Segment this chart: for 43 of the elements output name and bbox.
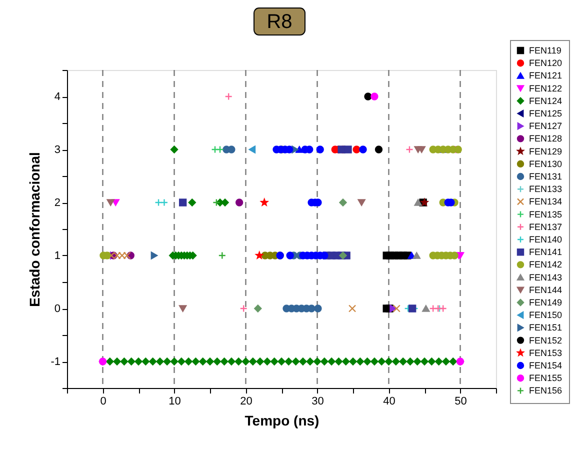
legend-label: FEN155 [529,373,562,384]
legend-label: FEN130 [529,158,562,169]
chart-title: R8 [266,11,292,33]
legend-label: FEN144 [529,284,562,295]
x-tick-label: 40 [383,396,396,408]
legend-label: FEN149 [529,298,562,308]
y-tick-label: 0 [54,303,60,315]
legend-label: FEN122 [529,83,562,94]
legend-label: FEN131 [529,172,562,182]
legend-label: FEN152 [529,335,562,346]
legend-label: FEN120 [529,58,562,68]
x-tick-label: 20 [240,396,252,408]
legend-label: FEN121 [529,70,562,81]
legend-label: FEN133 [529,184,562,194]
y-tick-label: 2 [54,197,60,209]
y-tick-label: 4 [54,91,60,103]
legend-label: FEN143 [529,272,562,282]
x-tick-label: 10 [168,396,181,408]
y-tick-label: -1 [50,356,60,368]
legend-label: FEN153 [529,348,562,358]
legend-label: FEN140 [529,234,562,244]
legend-label: FEN154 [529,360,562,370]
legend-label: FEN129 [529,146,562,156]
x-tick-label: 0 [100,396,106,408]
legend-label: FEN125 [529,108,562,118]
x-tick-label: 30 [312,396,324,408]
legend-label: FEN134 [529,196,562,207]
legend-label: FEN150 [529,310,562,320]
legend-label: FEN124 [529,96,562,106]
legend-label: FEN151 [529,322,562,333]
legend-label: FEN142 [529,260,562,270]
x-axis-title: Tempo (ns) [244,412,320,428]
legend-label: FEN135 [529,209,562,220]
legend-label: FEN137 [529,222,562,232]
y-axis-title: Estado conformacional [26,152,43,307]
y-tick-label: 3 [54,144,60,156]
legend-label: FEN141 [529,247,562,258]
x-tick-label: 50 [454,396,467,408]
y-tick-label: 1 [54,250,60,262]
legend-label: FEN128 [529,134,562,144]
legend-label: FEN127 [529,121,562,132]
legend-label: FEN156 [529,386,562,396]
legend-label: FEN119 [529,46,562,56]
